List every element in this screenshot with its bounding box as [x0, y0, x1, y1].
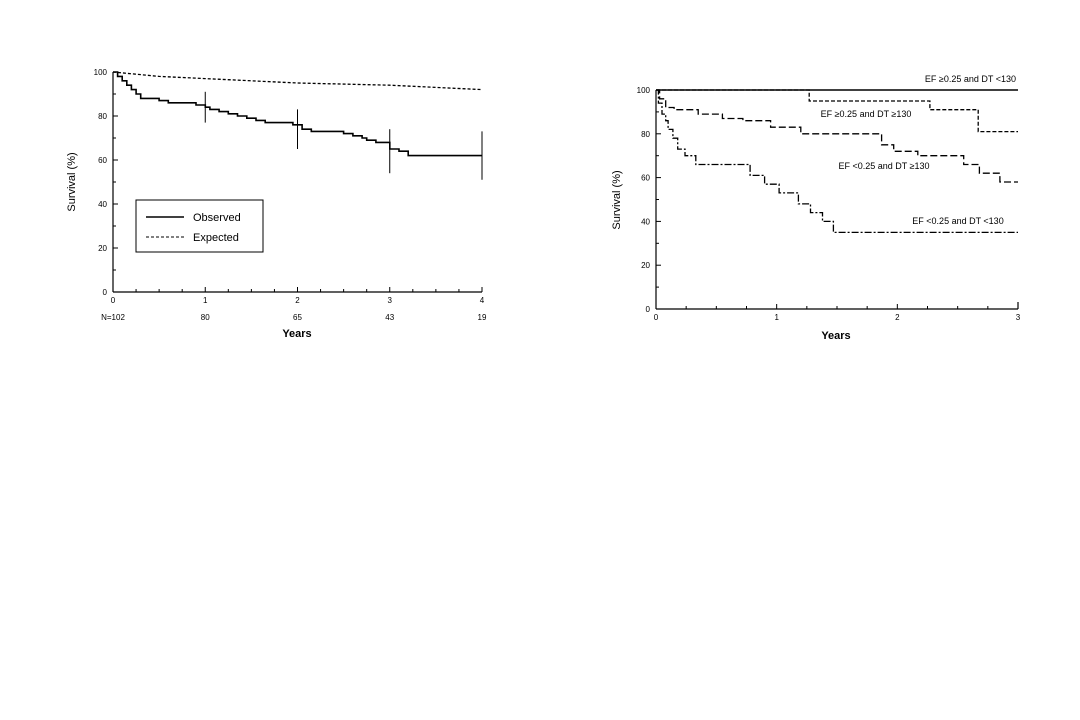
at-risk-count: 65 [293, 313, 302, 322]
y-tick-label: 40 [98, 200, 107, 209]
at-risk-count: 43 [385, 313, 394, 322]
x-tick-label: 3 [388, 296, 393, 305]
x-tick-label: 2 [295, 296, 300, 305]
y-tick-label: 60 [641, 174, 650, 183]
left-y-ticks: 0 20 40 60 80 100 [94, 68, 118, 297]
y-tick-label: 80 [98, 112, 107, 121]
legend-label-expected: Expected [193, 232, 239, 244]
chart-ef-dt-groups: 0 20 40 60 80 100 0 1 2 3 Years Survival (%) EF … [611, 74, 1021, 342]
left-at-risk-label: N=102 [101, 313, 125, 322]
right-x-axis-label: Years [821, 330, 850, 342]
right-x-ticks: 0 1 2 3 [654, 304, 1021, 322]
annotation-ef-low-dt-high: EF <0.25 and DT ≥130 [838, 161, 929, 171]
right-series-line-2 [656, 89, 1018, 133]
right-y-ticks: 0 20 40 60 80 100 [637, 86, 661, 314]
left-y-axis-label: Survival (%) [66, 152, 78, 211]
left-at-risk-values: 80 65 43 19 [201, 313, 487, 322]
x-tick-label: 4 [480, 296, 485, 305]
x-tick-label: 0 [111, 296, 116, 305]
y-tick-label: 100 [94, 68, 108, 77]
y-tick-label: 80 [641, 130, 650, 139]
annotation-ef-high-dt-low: EF ≥0.25 and DT <130 [925, 74, 1016, 84]
y-tick-label: 20 [98, 244, 107, 253]
x-tick-label: 2 [895, 313, 900, 322]
right-y-axis-label: Survival (%) [611, 170, 623, 229]
annotation-ef-high-dt-high: EF ≥0.25 and DT ≥130 [821, 109, 912, 119]
left-legend: Observed Expected [135, 199, 264, 253]
right-series-line-3 [656, 89, 1018, 183]
left-series-line-2 [112, 71, 483, 91]
left-series-line-1 [113, 71, 482, 157]
legend-label-observed: Observed [193, 212, 241, 224]
x-tick-label: 1 [774, 313, 779, 322]
y-tick-label: 40 [641, 217, 650, 226]
x-tick-label: 0 [654, 313, 659, 322]
legend-box [135, 199, 264, 253]
annotation-ef-low-dt-low: EF <0.25 and DT <130 [912, 216, 1003, 226]
y-tick-label: 20 [641, 261, 650, 270]
at-risk-count: 80 [201, 313, 210, 322]
right-series-line-4 [656, 89, 1018, 234]
y-tick-label: 0 [103, 288, 108, 297]
x-tick-label: 1 [203, 296, 208, 305]
left-series-layer [112, 71, 483, 180]
y-tick-label: 0 [646, 305, 651, 314]
at-risk-count: 19 [478, 313, 487, 322]
y-tick-label: 100 [637, 86, 651, 95]
y-tick-label: 60 [98, 156, 107, 165]
left-x-ticks: 0 1 2 3 4 [111, 287, 485, 305]
left-x-axis-label: Years [282, 328, 311, 340]
right-series-layer [656, 89, 1018, 234]
x-tick-label: 3 [1016, 313, 1021, 322]
